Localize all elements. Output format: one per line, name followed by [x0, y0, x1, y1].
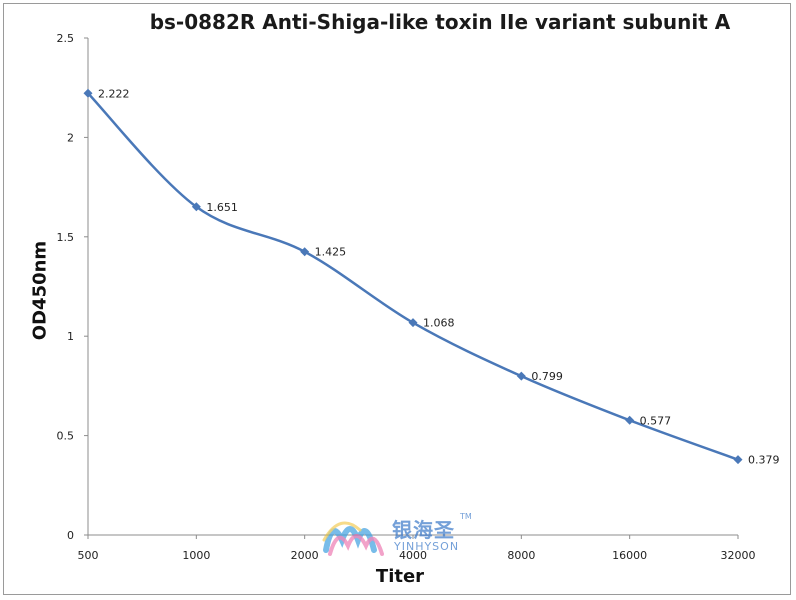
data-point-marker: [516, 371, 526, 381]
brand-logo-icon: [322, 521, 384, 556]
x-tick-label: 32000: [721, 549, 756, 562]
x-tick-label: 1000: [182, 549, 210, 562]
data-label: 0.379: [748, 454, 780, 467]
x-tick-label: 4000: [399, 549, 427, 562]
data-label: 1.068: [423, 317, 455, 330]
x-tick-label: 16000: [612, 549, 647, 562]
data-point-marker: [408, 318, 418, 328]
data-label: 0.799: [531, 370, 563, 383]
x-tick-label: 8000: [507, 549, 535, 562]
y-tick-label: 1: [67, 330, 74, 343]
series-line: [87, 92, 739, 461]
data-point-marker: [83, 88, 93, 98]
y-tick-label: 0.5: [57, 430, 75, 443]
data-point-marker: [191, 202, 201, 212]
y-tick-label: 1.5: [57, 231, 75, 244]
chart-frame: [3, 3, 791, 595]
data-label: 2.222: [98, 87, 130, 100]
data-point-marker: [300, 247, 310, 257]
watermark-logo: 银海圣 TM YINHYSON: [320, 510, 490, 560]
watermark-brand-en: YINHYSON: [394, 540, 460, 553]
data-label: 0.577: [640, 414, 672, 427]
watermark-brand-cn: 银海圣: [392, 518, 455, 542]
y-tick-label: 2.5: [57, 32, 75, 45]
data-point-marker: [733, 455, 743, 465]
data-point-marker: [625, 415, 635, 425]
watermark-tm: TM: [460, 512, 472, 521]
x-tick-label: 2000: [291, 549, 319, 562]
y-tick-label: 2: [67, 131, 74, 144]
x-axis-label: Titer: [375, 566, 425, 587]
data-label: 1.425: [315, 246, 347, 259]
y-tick-label: 0: [67, 529, 74, 542]
x-tick-label: 500: [78, 549, 99, 562]
data-label: 1.651: [206, 201, 238, 214]
chart-title: bs-0882R Anti-Shiga-like toxin IIe varia…: [149, 10, 731, 34]
